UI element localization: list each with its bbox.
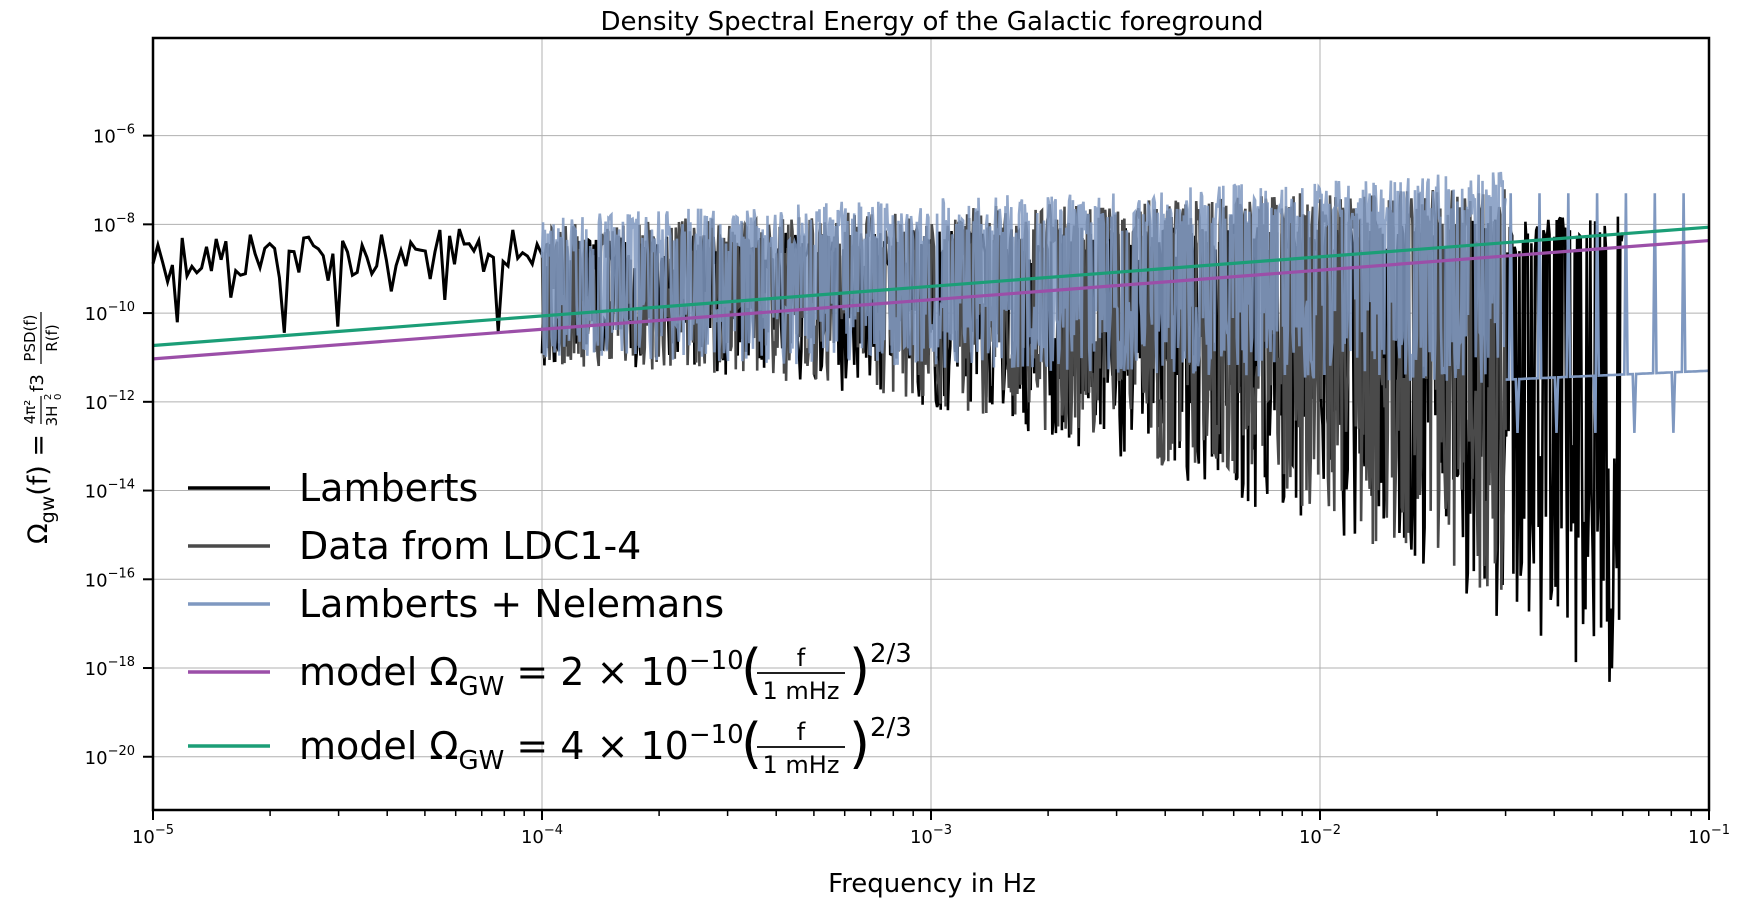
ylabel-psd: PSD(f) [21, 314, 39, 361]
legend-paren-close: ) [849, 712, 870, 775]
legend-label: Data from LDC1-4 [299, 524, 641, 568]
legend-frac-num: f [797, 718, 806, 746]
x-tick-label: 10−4 [521, 823, 563, 848]
ylabel-sub: gw [37, 496, 59, 524]
legend: Lamberts Data from LDC1-4 Lamberts + Nelem… [188, 466, 912, 779]
legend-frac-den: 1 mHz [763, 677, 840, 705]
legend-power: 2/3 [870, 639, 912, 669]
ylabel-den: 3H [43, 406, 61, 427]
x-tick-label: 10−3 [910, 823, 952, 848]
series-lamberts-low [151, 228, 544, 333]
legend-frac-num: f [797, 644, 806, 672]
ylabel-omega: Ω [23, 523, 54, 544]
series-model-2e-10 [152, 238, 1710, 361]
series-lamberts-nelemans [540, 171, 1507, 383]
x-axis-label: Frequency in Hz [828, 869, 1036, 899]
legend-frac-den: 1 mHz [763, 751, 840, 779]
y-tick-label: 10−18 [85, 655, 135, 680]
legend-label: Lamberts [299, 466, 478, 510]
y-tick-label: 10−6 [93, 123, 135, 148]
y-tick-label: 10−8 [93, 211, 135, 236]
x-tick-label: 10−1 [1688, 823, 1730, 848]
ylabel-eq: (f) = [23, 434, 54, 496]
y-tick-label: 10−12 [85, 389, 135, 414]
legend-label: model ΩGW = 2 × 10−10 [299, 646, 744, 702]
y-tick-label: 10−14 [85, 478, 135, 503]
legend-paren-open: ( [741, 638, 762, 701]
ylabel-rf: R(f) [43, 324, 61, 351]
series-layer [151, 171, 1710, 682]
legend-label: model ΩGW = 4 × 10−10 [299, 720, 744, 776]
ylabel-den-sup: 2 [43, 394, 54, 400]
ylabel-den-sub: 0 [53, 394, 64, 400]
ylabel-num: 4π² [21, 400, 39, 425]
x-tick-label: 10−2 [1299, 823, 1341, 848]
y-tick-label: 10−20 [85, 744, 135, 769]
legend-paren-open: ( [741, 712, 762, 775]
legend-power: 2/3 [870, 713, 912, 743]
ticks: 10−5 10−4 10−3 10−2 10−1 10−6 10−8 10−10 10−12 10… [85, 123, 1730, 848]
svg-text:Ωgw(f) =: Ωgw(f) = [23, 434, 59, 544]
y-tick-label: 10−16 [85, 566, 135, 591]
ylabel-f3: f3 [27, 374, 48, 392]
x-tick-label: 10−5 [132, 823, 174, 848]
series-model-4e-10 [152, 225, 1710, 348]
series-lamberts-nelemans-tail [1505, 193, 1709, 433]
y-tick-label: 10−10 [85, 300, 135, 325]
legend-label: Lamberts + Nelemans [299, 582, 724, 626]
legend-paren-close: ) [849, 638, 870, 701]
chart-title: Density Spectral Energy of the Galactic … [601, 7, 1264, 37]
y-axis-label: Ωgw(f) = 4π² 3H 2 0 f3 PSD(f) R(f) [21, 312, 64, 544]
